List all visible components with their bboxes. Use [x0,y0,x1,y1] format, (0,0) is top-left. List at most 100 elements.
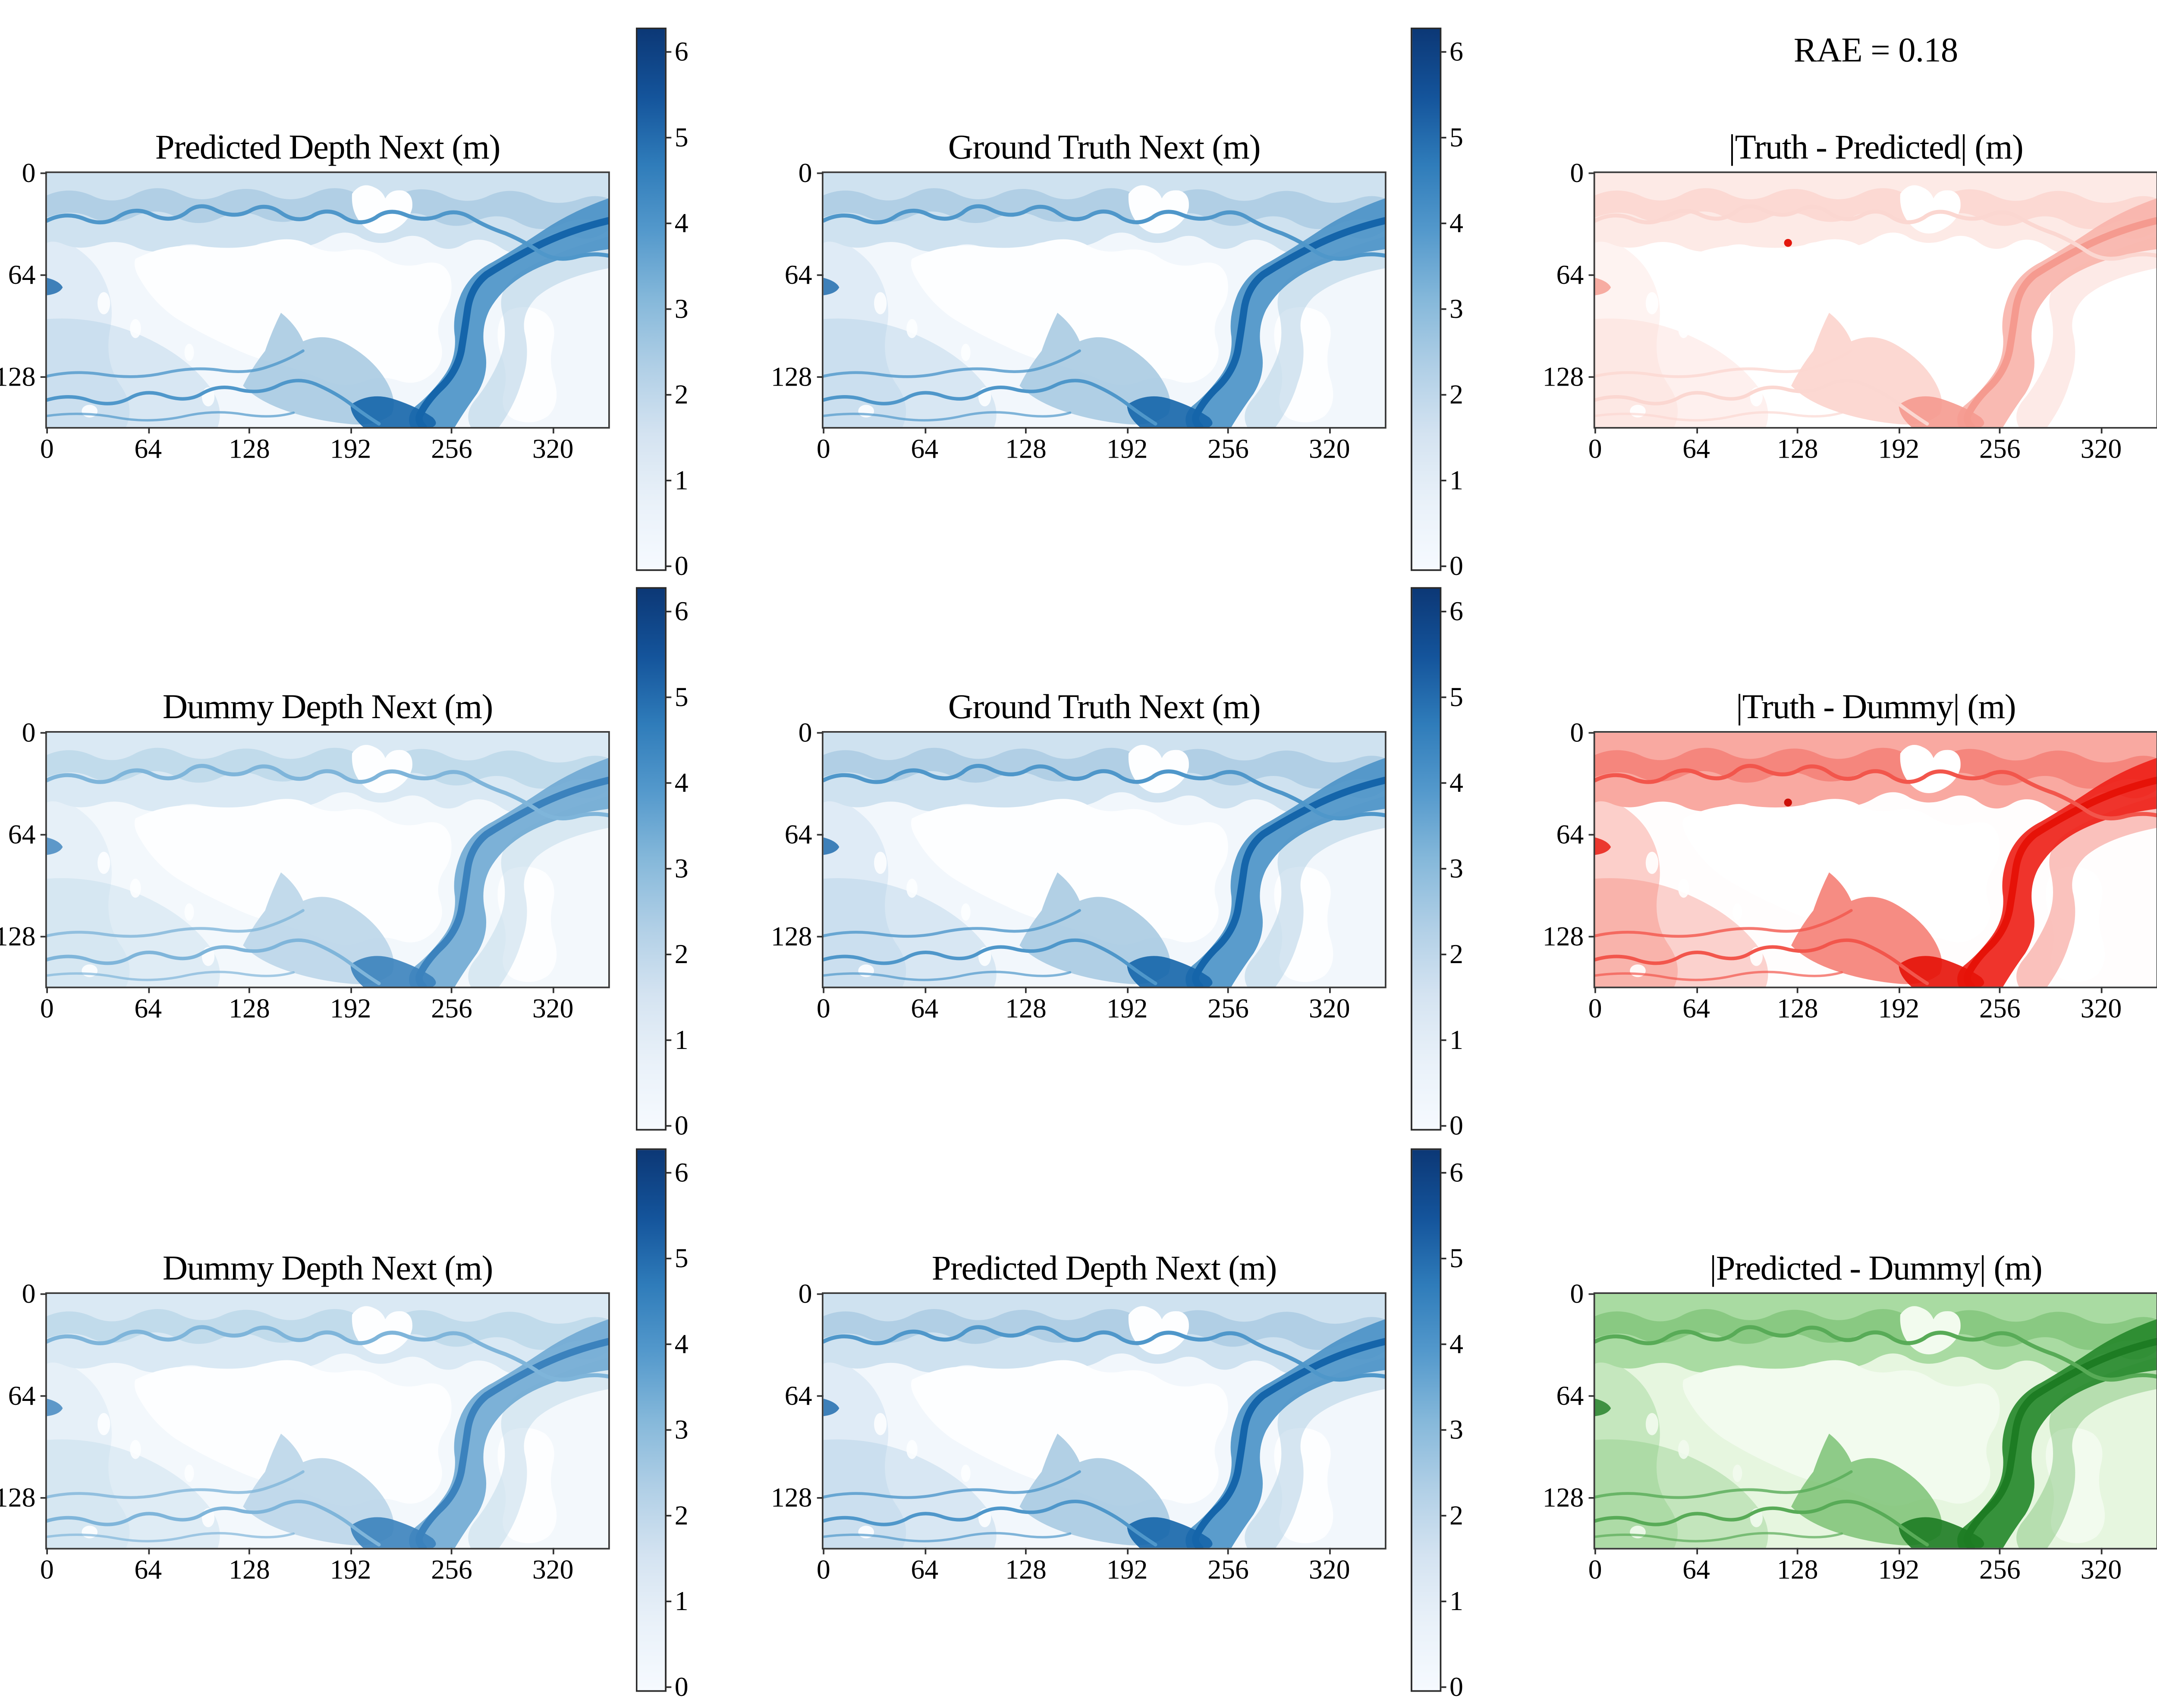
heatmap-dummy-depth [45,731,610,989]
panel-predicted-depth-2: Predicted Depth Next (m) 0 64 128 192 256 320… [771,1249,1387,1583]
x-tick-mark [46,427,48,433]
colorbar-tick-label: 3 [674,853,689,884]
x-tick-label: 192 [1878,993,1920,1024]
colorbar-tick-mark [1440,1171,1446,1173]
y-tick-label: 0 [22,1278,36,1309]
colorbar-tick-mark [666,1039,671,1041]
x-tick-mark [248,427,250,433]
x-tick-label: 192 [1106,1554,1148,1585]
colorbar-tick-label: 2 [1450,939,1463,970]
x-tick-label: 64 [134,993,162,1024]
panel-predicted-depth: Predicted Depth Next (m) 0 64 128 192 256 320… [0,128,610,463]
x-tick-mark [1594,1548,1596,1554]
y-tick-mark [817,1496,823,1498]
y-tick-label: 128 [0,920,36,951]
x-tick-label: 0 [1588,433,1602,465]
y-tick-label: 128 [1542,920,1584,951]
x-tick-mark [1025,986,1027,992]
colorbar-tick-mark [666,696,671,697]
y-tick-label: 64 [784,259,812,290]
x-tick-label: 64 [1682,433,1710,465]
colorbar-tick-label: 5 [1450,1242,1463,1273]
x-tick-mark [350,427,352,433]
panel-dummy-depth-2: Dummy Depth Next (m) 0 64 128 192 256 320 0 64… [0,1249,610,1583]
y-tick-mark [817,274,823,276]
y-tick-mark [1588,1394,1594,1396]
colorbar-tick-mark [1440,1257,1446,1259]
x-tick-label: 256 [1979,993,2021,1024]
x-tick-label: 64 [911,1554,939,1585]
colorbar-tick-mark [1440,480,1446,481]
colorbar-tick-mark [666,953,671,955]
x-tick-label: 64 [134,1554,162,1585]
heatmap-error-truth-predicted [1593,171,2157,429]
y-tick-mark [40,833,46,835]
colorbar-tick-mark [666,1601,671,1602]
panel-title: Dummy Depth Next (m) [162,1249,493,1287]
heatmap-error-truth-dummy [1593,731,2157,989]
colorbar-depth-r2c1: 6 5 4 3 2 1 0 [635,587,689,1140]
x-tick-label: 320 [532,993,574,1024]
y-tick-label: 128 [0,1482,36,1513]
x-tick-label: 320 [2080,1554,2122,1585]
y-tick-label: 64 [8,819,36,850]
x-tick-label: 320 [1308,993,1350,1024]
x-tick-label: 192 [1878,1554,1920,1585]
panel-title: |Predicted - Dummy| (m) [1709,1249,2043,1287]
x-tick-mark [1594,986,1596,992]
y-tick-mark [817,732,823,734]
x-tick-mark [46,986,48,992]
colorbar-tick-mark [666,136,671,138]
panel-title: Ground Truth Next (m) [948,687,1261,726]
colorbar-tick-mark [1440,50,1446,52]
colorbar-gradient [635,27,667,571]
x-tick-label: 128 [1005,433,1047,465]
colorbar-tick-mark [666,308,671,309]
x-tick-label: 128 [1005,993,1047,1024]
x-tick-mark [451,1548,453,1554]
x-tick-mark [1126,427,1128,433]
x-tick-label: 0 [816,433,830,465]
colorbar-tick-mark [1440,1514,1446,1516]
x-tick-mark [1695,427,1697,433]
x-tick-label: 0 [40,433,54,465]
colorbar-tick-label: 2 [674,379,689,410]
x-tick-label: 192 [1878,433,1920,465]
colorbar-tick-label: 0 [1450,1110,1463,1141]
colorbar-tick-label: 4 [1450,1328,1463,1359]
colorbar-gradient [1411,587,1442,1131]
x-tick-mark [451,427,453,433]
x-tick-mark [924,1548,925,1554]
y-tick-mark [817,1293,823,1295]
colorbar-tick-label: 1 [1450,1024,1463,1055]
x-tick-mark [2100,986,2102,992]
panel-error-predicted-dummy: |Predicted - Dummy| (m) 0 64 128 192 256 320 … [1543,1249,2157,1583]
x-tick-mark [1126,1548,1128,1554]
x-tick-label: 0 [816,993,830,1024]
colorbar-tick-mark [1440,1343,1446,1344]
x-tick-mark [1594,427,1596,433]
colorbar-tick-label: 1 [674,1586,689,1617]
heatmap-error-predicted-dummy [1593,1292,2157,1550]
colorbar-tick-mark [1440,1039,1446,1041]
colorbar-tick-mark [1440,953,1446,955]
x-tick-label: 256 [1207,1554,1249,1585]
colorbar-depth-r3c1: 6 5 4 3 2 1 0 [635,1148,689,1701]
x-tick-label: 192 [330,433,371,465]
colorbar-tick-mark [1440,1125,1446,1127]
colorbar-tick-mark [1440,1429,1446,1430]
x-axis: 0 64 128 192 256 320 [40,986,608,1029]
colorbar-tick-mark [1440,222,1446,223]
x-tick-label: 0 [40,1554,54,1585]
colorbar-tick-label: 2 [1450,1500,1463,1531]
x-axis: 0 64 128 192 256 320 [1588,427,2157,469]
x-tick-label: 128 [1777,1554,1818,1585]
colorbar-tick-mark [1440,565,1446,567]
x-tick-mark [1695,1548,1697,1554]
x-tick-label: 192 [330,993,371,1024]
colorbar-depth-r2c2: 6 5 4 3 2 1 0 [1411,587,1463,1140]
colorbar-tick-label: 0 [1450,551,1463,582]
x-tick-label: 320 [1308,1554,1350,1585]
